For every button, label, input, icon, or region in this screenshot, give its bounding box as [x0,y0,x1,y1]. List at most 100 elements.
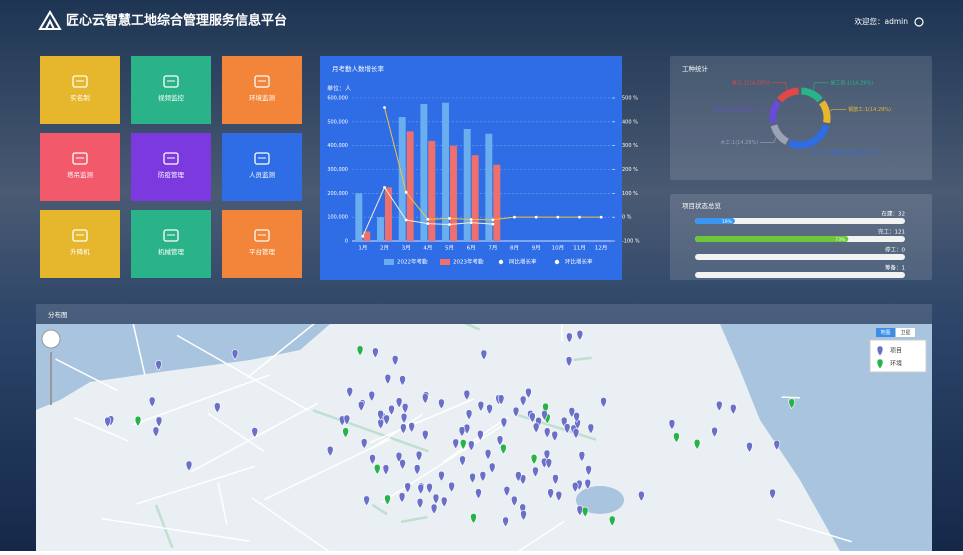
x-tick-label: 4月 [423,245,432,252]
bar [355,193,362,241]
x-tick-label: 10月 [552,245,565,252]
line-point [513,216,516,219]
tile[interactable] [131,56,211,124]
bar [485,134,492,241]
bar [472,155,479,241]
y2-tick-label: 500 % [622,96,638,102]
bar [377,217,384,241]
tile-label: 升降机 [70,247,90,256]
tile-label: 机械管理 [158,247,185,256]
line-point [448,217,451,220]
y-tick-label: 500,000 [327,119,348,125]
x-tick-label: 12月 [595,245,608,252]
x-tick-label: 3月 [402,245,411,252]
pie-label: 木工:1(14.29%) [720,139,758,146]
y-tick-label: 100,000 [327,215,348,221]
status-name: 完工： [878,228,895,236]
line-point [491,223,494,226]
bar [399,117,406,241]
tile[interactable] [222,210,302,278]
y2-tick-label: 100 % [622,191,638,197]
y-axis-label: 单位：人 [327,85,351,93]
status-bar [695,236,848,242]
line-point [535,216,538,219]
map-legend-label[interactable]: 项目 [890,348,902,355]
legend-label[interactable]: 同比增长率 [509,258,537,266]
status-name: 筹备： [885,264,902,272]
status-name: 停工： [885,246,902,254]
tile-label: 平台管理 [249,247,276,256]
pie-panel [670,56,932,180]
line-point [405,219,408,222]
tile[interactable] [222,133,302,201]
y-tick-label: 600,000 [327,96,348,102]
bar [407,131,414,241]
tile-label: 环境监测 [249,93,276,102]
bar [428,141,435,241]
app-title: 匠心云智慧工地综合管理服务信息平台 [66,13,287,29]
status-title: 项目状态总览 [682,201,722,210]
pie-label: 施工员:1(14.29%) [830,79,873,86]
bar [464,129,471,241]
line-point [470,221,473,224]
tile[interactable] [222,56,302,124]
tile[interactable] [131,210,211,278]
status-track [695,272,905,278]
bar [420,104,427,241]
legend-swatch[interactable] [499,260,503,264]
tile[interactable] [40,133,120,201]
y2-tick-label: 0 % [622,215,632,221]
legend-label[interactable]: 2022年考勤 [397,258,428,266]
bar [493,165,500,241]
legend-swatch[interactable] [384,259,394,265]
x-tick-label: 9月 [532,245,541,252]
map-legend-label[interactable]: 环境 [890,360,902,368]
status-count: 1 [902,266,906,272]
x-tick-label: 7月 [488,245,497,252]
y2-tick-label: 400 % [622,119,638,125]
zoom-control[interactable] [42,330,60,348]
y2-tick-label: 200 % [622,167,638,173]
welcome[interactable]: 欢迎您：admin [855,16,909,26]
pie-label: 钢筋工:1(14.29%) [848,106,891,113]
line-point [361,235,364,238]
tile[interactable] [40,56,120,124]
map-title: 分布图 [48,310,68,319]
line-point [470,218,473,221]
line-point [578,216,581,219]
y-tick-label: 300,000 [327,167,348,173]
status-percent: 19% [722,219,733,225]
line-point [426,218,429,221]
x-tick-label: 5月 [445,245,454,252]
tile[interactable] [131,133,211,201]
map-type-label[interactable]: 地图 [880,329,890,336]
legend-label[interactable]: 环比增长率 [565,258,593,266]
x-tick-label: 8月 [510,245,519,252]
x-tick-label: 6月 [467,245,476,252]
line-point [426,222,429,225]
line-point [448,223,451,226]
y2-tick-label: -100 % [622,239,640,245]
legend-label[interactable]: 2023年考勤 [453,258,484,266]
y-tick-label: 0 [345,239,348,245]
tile-label: 实名制 [70,93,90,102]
status-count: 32 [898,212,905,218]
line-point [556,216,559,219]
pie-label: 电工:1(14.29%) [714,106,752,113]
status-percent: 73% [835,237,846,243]
map-type-label[interactable]: 卫星 [900,330,910,336]
status-count: 121 [895,230,906,236]
chart-title: 月考勤人数增长率 [332,64,385,73]
x-tick-label: 1月 [358,245,367,252]
pie-title: 工种统计 [682,64,709,73]
tile[interactable] [40,210,120,278]
tile-label: 视频监控 [158,93,185,102]
pie-label: 普工:1(14.29%) [732,79,770,86]
line-point [383,186,386,189]
legend-swatch[interactable] [440,259,450,265]
pie-label: 管理人员:2(28.57%) [830,150,878,157]
legend-swatch[interactable] [555,260,559,264]
